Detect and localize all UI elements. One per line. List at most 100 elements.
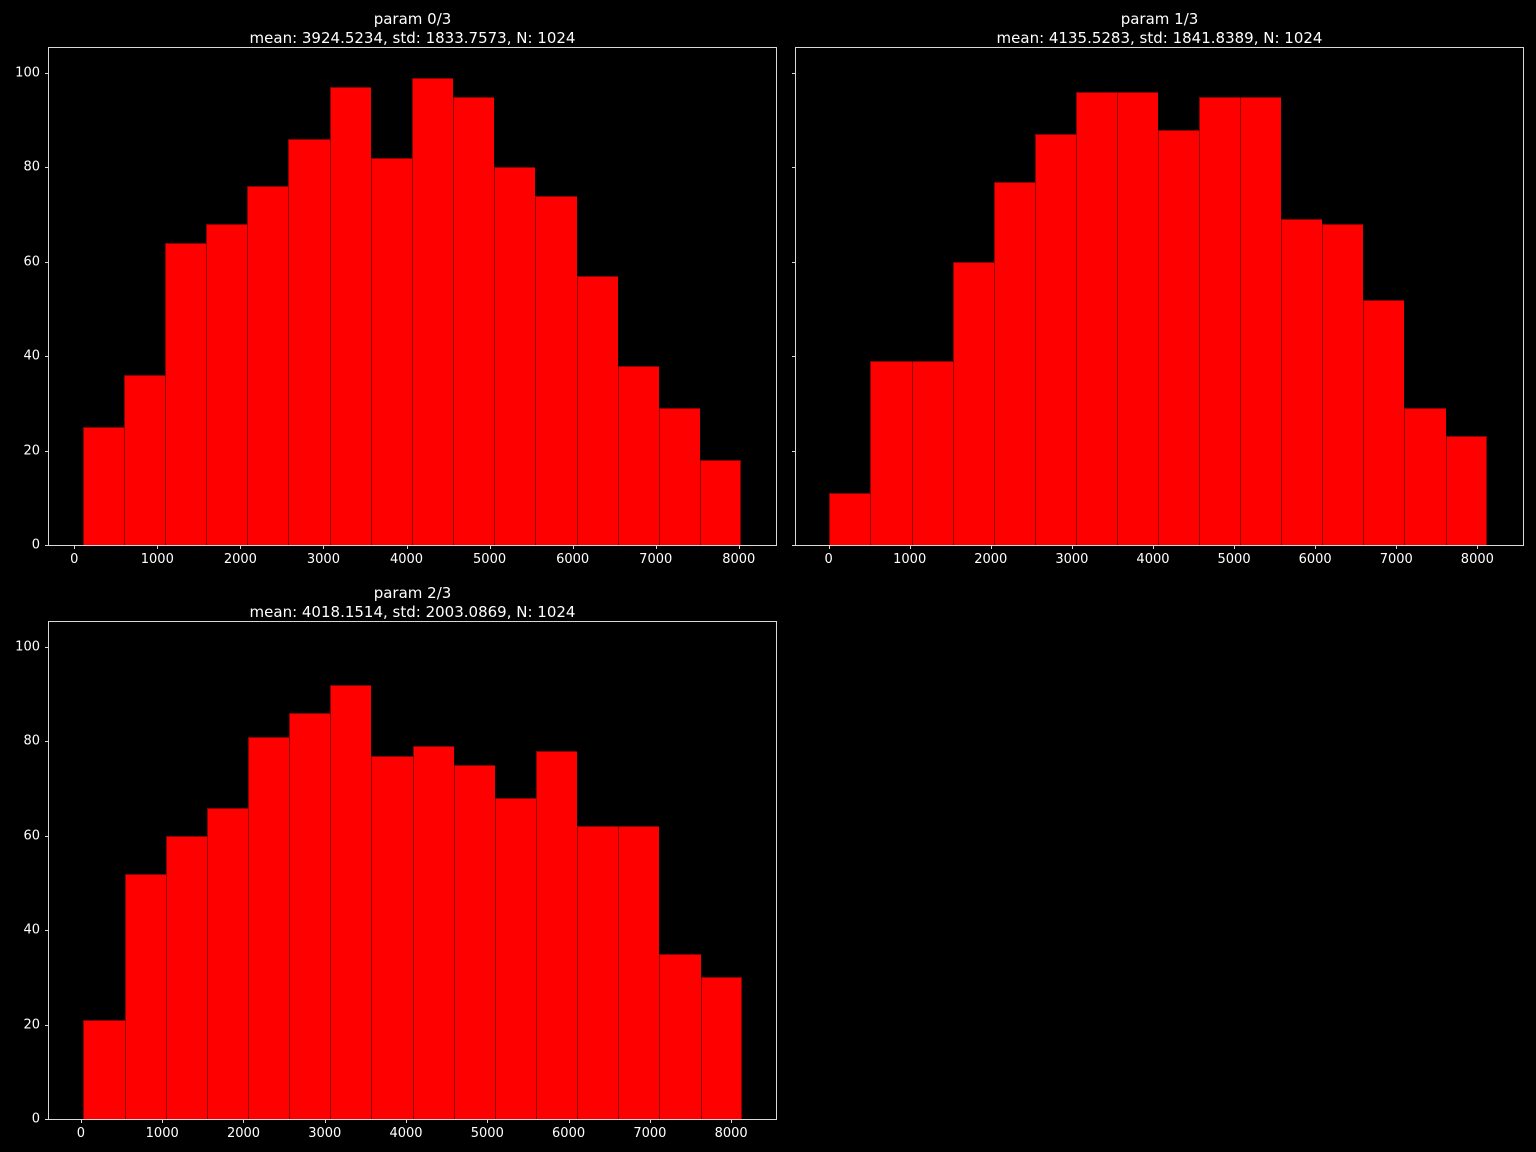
histogram-bar [164,242,207,545]
histogram-bar [1404,408,1446,545]
y-tick-label: 60 [23,254,40,270]
x-tick-label: 5000 [473,552,507,567]
x-tick-label: 6000 [1298,552,1332,567]
y-tick [45,1024,49,1026]
x-tick-label: 7000 [639,552,673,567]
x-tick [406,545,408,549]
x-tick [1071,545,1073,549]
y-tick [45,741,49,743]
histogram-bar [659,953,701,1119]
y-tick-label: 0 [31,537,40,553]
y-tick [792,545,796,546]
histogram-bar [1034,134,1076,545]
y-tick [792,356,796,358]
histogram-bar [247,186,289,545]
y-tick [45,167,49,169]
histogram-bar [412,746,454,1119]
chart-subtitle-1: mean: 4135.5283, std: 1841.8389, N: 1024 [996,29,1323,47]
x-tick-label: 6000 [552,1126,586,1141]
x-tick [162,1119,164,1123]
histogram-bar [494,798,536,1119]
plot-area-param-2: param 2/3 mean: 4018.1514, std: 2003.086… [15,584,777,1141]
x-tick [1477,545,1479,549]
x-tick-label: 4000 [1136,552,1170,567]
chart-title-0: param 0/3 [373,10,452,28]
x-tick [990,545,992,549]
histogram-bar [535,750,578,1119]
x-tick [240,545,242,549]
y-tick [45,545,49,546]
x-tick [487,1119,489,1123]
x-tick-label: 8000 [722,552,756,567]
x-tick [655,545,657,549]
y-tick [45,930,49,932]
histogram-bar [206,807,248,1119]
y-tick [45,73,49,74]
chart-title-1: param 1/3 [1120,10,1199,28]
x-tick [489,545,491,549]
y-tick-label: 100 [15,639,40,655]
y-tick-label: 60 [23,828,40,844]
histogram-bar [952,261,994,545]
chart-subtitle-0: mean: 3924.5234, std: 1833.7573, N: 1024 [249,29,576,47]
x-tick [80,1119,82,1123]
plot-area-param-0: param 0/3 mean: 3924.5234, std: 1833.757… [15,10,777,567]
y-tick [45,450,49,452]
histogram-bar [494,167,536,545]
histogram-bar [288,139,330,545]
x-tick [738,545,740,549]
y-tick [45,356,49,358]
x-tick-label: 7000 [1379,552,1413,567]
y-tick [45,261,49,263]
histogram-bar [124,873,166,1119]
x-tick [1315,545,1317,549]
histogram-bar [453,96,495,545]
x-tick-label: 2000 [223,552,257,567]
histogram-bar [535,195,577,545]
histogram-bar [1363,299,1405,545]
x-tick-label: 2000 [974,552,1008,567]
x-tick [324,1119,326,1123]
x-tick-label: 1000 [140,552,174,567]
y-tick-label: 80 [23,159,40,175]
histogram-bar [206,224,248,545]
x-tick [323,545,325,549]
histogram-bar [1199,96,1241,545]
x-tick [1396,545,1398,549]
x-tick [157,545,159,549]
histogram-bar [829,493,871,545]
histogram-bar [993,181,1035,545]
histogram-bar [82,427,124,545]
y-tick [45,835,49,837]
y-tick-label: 40 [23,348,40,364]
y-tick [792,261,796,263]
y-tick [45,1119,49,1120]
y-tick [792,73,796,74]
chart-subtitle-2: mean: 4018.1514, std: 2003.0869, N: 1024 [249,603,576,621]
histogram-bar [618,826,660,1119]
y-tick-label: 40 [23,922,40,938]
x-tick-label: 7000 [633,1126,667,1141]
chart-header-0: param 0/3 mean: 3924.5234, std: 1833.757… [9,10,816,48]
histogram-bar [576,275,618,545]
plot-area-param-1: param 1/3 mean: 4135.5283, std: 1841.838… [792,10,1524,567]
x-tick-label: 5000 [1217,552,1251,567]
x-tick-label: 8000 [714,1126,748,1141]
x-tick-label: 3000 [308,1126,342,1141]
chart-header-2: param 2/3 mean: 4018.1514, std: 2003.086… [9,584,816,622]
histogram-bar [329,87,371,545]
histogram-bar [1157,129,1200,545]
x-tick [406,1119,408,1123]
x-tick [649,1119,651,1123]
chart-header-1: param 1/3 mean: 4135.5283, std: 1841.838… [756,10,1536,48]
x-tick-label: 0 [76,1126,86,1141]
histogram-bar [1281,219,1323,545]
x-tick [572,545,574,549]
x-tick-label: 5000 [470,1126,504,1141]
histogram-bar [165,835,207,1119]
x-tick [828,545,830,549]
x-tick-label: 3000 [1055,552,1089,567]
histogram-bar [453,765,495,1119]
histogram-bar [371,755,413,1119]
histogram-bar [1322,224,1364,545]
